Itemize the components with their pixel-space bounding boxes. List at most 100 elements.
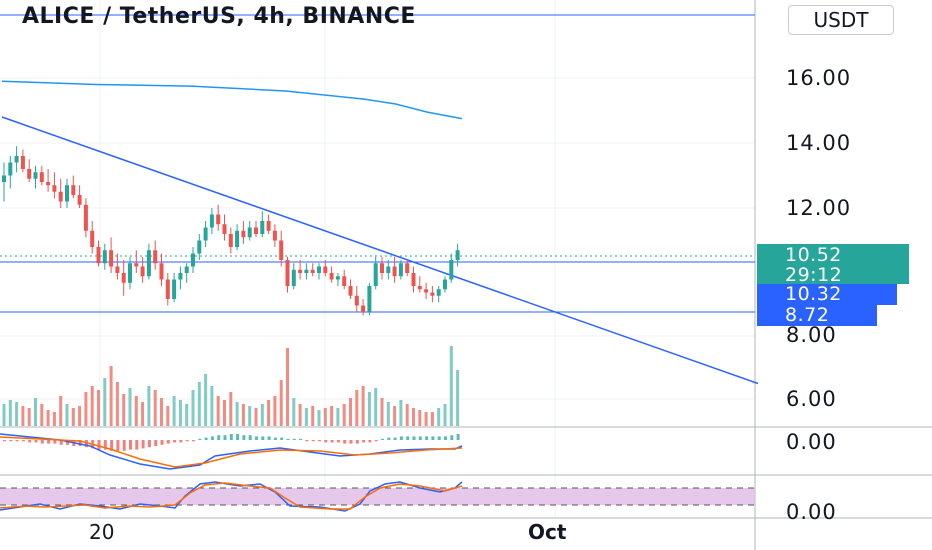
macd-histogram-bar [450,435,454,440]
macd-histogram-bar [160,440,164,445]
candle-body [380,263,384,273]
candle-body [443,279,447,290]
candle-body [272,230,277,241]
candle-body [285,260,290,286]
candle-body [77,195,82,205]
candle-body [424,289,429,293]
macd-histogram-bar [40,440,44,444]
volume-bar [65,404,69,426]
macd-histogram-bar [242,435,246,440]
candle-body [146,250,151,277]
macd-histogram-bar [299,438,303,440]
volume-bar [109,366,113,426]
volume-bar [317,410,321,426]
volume-bar [323,408,327,426]
volume-bar [103,378,107,426]
macd-histogram-bar [362,440,366,443]
macd-histogram-bar [349,440,353,444]
candle-body [216,214,221,225]
volume-bar [197,382,201,426]
macd-histogram-bar [368,440,372,443]
volume-bar [349,398,352,426]
volume-bar [267,400,271,426]
volume-bar [172,396,176,426]
trend-line[interactable] [1,116,759,385]
volume-bar [178,400,182,426]
macd-histogram-bar [15,440,19,442]
macd-histogram-bar [135,440,139,450]
macd-histogram-bar [185,440,189,442]
candle-body [39,172,44,182]
candle-countdown: 29:12 [785,264,843,286]
candle-body [90,230,95,247]
macd-histogram-bar [53,440,57,444]
price-label-6: 6.00 [786,387,837,411]
candle-body [58,191,63,202]
volume-bar [254,408,258,426]
macd-histogram-bar [381,438,384,440]
candle-body [172,279,177,299]
volume-bar [399,400,403,426]
macd-histogram-bar [3,440,6,442]
candle-body [109,250,114,267]
last-price-tag[interactable]: 10.52 29:12 [757,244,909,286]
macd-histogram-bar [173,440,177,443]
macd-histogram-bar [406,436,410,440]
volume-bar [361,386,365,426]
candle-body [298,269,303,273]
volume-bar [412,408,415,426]
candle-body [65,185,69,202]
macd-histogram-bar [141,440,145,449]
candle-body [317,266,321,273]
volume-bar [437,408,441,426]
currency-button[interactable]: USDT [788,5,894,35]
candle-body [254,227,258,234]
candle-body [153,250,158,264]
macd-histogram-bar [21,440,25,442]
price-label-8: 8.00 [786,323,837,347]
macd-histogram-bar [28,440,32,443]
candle-body [197,240,202,254]
candle-body [33,172,38,179]
candle-body [373,263,378,286]
volume-bar [279,380,283,426]
candle-body [52,185,57,192]
price-label-14: 14.00 [786,131,852,155]
candle-body [102,250,107,264]
macd-histogram-bar [418,436,422,440]
candle-body [222,224,227,234]
chart-title[interactable]: ALICE / TetherUS, 4h, BINANCE [22,4,416,29]
macd-histogram-bar [198,438,202,440]
volume-bar [248,406,252,426]
time-label-oct: Oct [528,520,567,544]
macd-histogram-bar [387,437,391,440]
candle-body [20,156,25,169]
macd-histogram-bar [217,435,221,440]
macd-histogram-bar [47,440,51,444]
macd-histogram-bar [59,440,63,445]
macd-histogram-bar [393,437,397,440]
candle-body [455,250,460,260]
macd-histogram-bar [292,438,296,440]
macd-histogram-bar [456,434,460,440]
candle-body [140,266,145,277]
candle-body [354,295,359,306]
volume-bar [304,408,308,426]
macd-histogram-bar [425,436,429,440]
level-2-tag[interactable]: 8.72 [757,305,877,326]
macd-histogram-bar [318,440,321,442]
candle-body [417,286,422,290]
volume-bar [456,370,460,426]
moving-average-line[interactable] [1,80,463,120]
candle-body [398,263,403,277]
candle-body [235,230,240,247]
volume-bar [153,390,157,426]
volume-bar [40,404,44,426]
candle-body [449,260,454,280]
volume-bar [223,400,226,426]
candle-body [323,266,328,273]
level-1-tag[interactable]: 10.32 [757,284,897,305]
candle-body [203,227,208,241]
macd-histogram-bar [66,440,69,445]
